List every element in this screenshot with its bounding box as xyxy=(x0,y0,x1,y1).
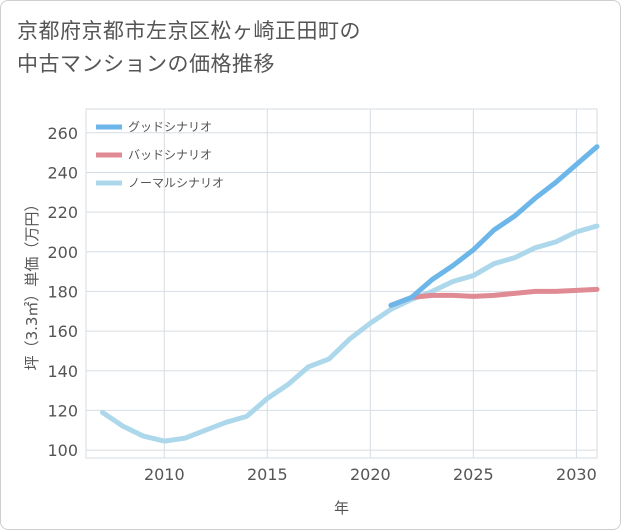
y-tick-label: 220 xyxy=(47,203,78,222)
legend-label-1: バッドシナリオ xyxy=(128,148,212,162)
legend-label-0: グッドシナリオ xyxy=(128,120,212,134)
x-axis-label: 年 xyxy=(334,499,349,517)
y-tick-label: 160 xyxy=(47,322,78,341)
x-tick-label: 2020 xyxy=(350,465,391,484)
line-chart: 100 120 140 160 180 200 220 240 260 2010 2015 2020 2… xyxy=(0,0,621,530)
y-tick-label: 100 xyxy=(47,441,78,460)
y-tick-label: 140 xyxy=(47,362,78,381)
legend-label-2: ノーマルシナリオ xyxy=(128,176,224,190)
x-tick-label: 2030 xyxy=(556,465,597,484)
y-tick-label: 260 xyxy=(47,124,78,143)
y-tick-label: 240 xyxy=(47,163,78,182)
y-tick-label: 120 xyxy=(47,401,78,420)
y-tick-label: 180 xyxy=(47,282,78,301)
x-tick-label: 2025 xyxy=(453,465,494,484)
y-axis-label: 坪（3.3㎡）単価（万円） xyxy=(23,197,41,371)
x-tick-label: 2015 xyxy=(247,465,288,484)
y-tick-label: 200 xyxy=(47,243,78,262)
x-tick-label: 2010 xyxy=(144,465,185,484)
